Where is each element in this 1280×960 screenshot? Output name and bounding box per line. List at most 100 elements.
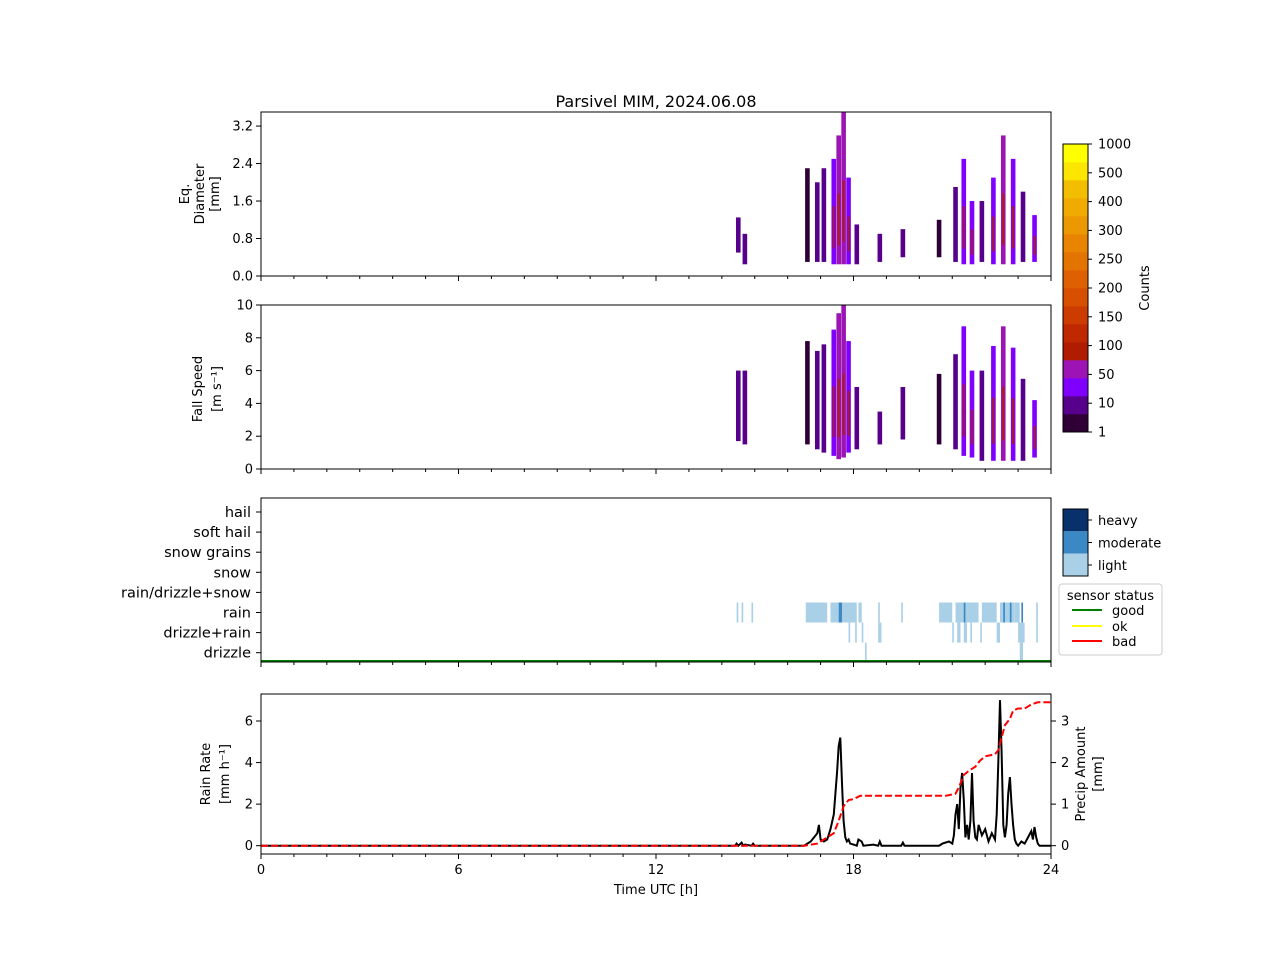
legend-box <box>1058 583 1163 656</box>
colorbar-block <box>1063 396 1088 415</box>
type-segment <box>878 602 880 623</box>
intensity-moderate-block <box>1063 531 1088 554</box>
heatmap-core <box>962 384 965 437</box>
chart-title: Parsivel MIM, 2024.06.08 <box>555 92 756 111</box>
rain-rate-line <box>261 700 1051 848</box>
colorbar-block <box>1063 234 1088 253</box>
colorbar-block <box>1063 288 1088 307</box>
intensity-heavy-block <box>1063 509 1088 532</box>
type-segment <box>1036 622 1038 643</box>
legend-bad-label: bad <box>1112 635 1136 650</box>
heatmap-column <box>814 182 820 262</box>
heatmap-column <box>735 370 741 442</box>
y2-tick-label: 3 <box>1061 715 1069 730</box>
heatmap-core <box>1002 386 1005 441</box>
heatmap-column <box>1020 191 1026 262</box>
y2-tick-label: 0 <box>1061 839 1069 854</box>
colorbar-tick-label: 10 <box>1098 397 1115 412</box>
colorbar-block <box>1063 360 1088 379</box>
sensor-status-legend: sensor status good ok bad <box>1058 583 1163 656</box>
heatmap-core <box>842 180 845 242</box>
intensity-light-label: light <box>1098 559 1127 574</box>
diameter-axes-frame <box>260 111 1052 277</box>
y2-tick-label: 1 <box>1061 798 1069 813</box>
diameter-ylabel-3: [mm] <box>208 176 223 211</box>
fallspeed-x-ticks <box>260 469 1052 474</box>
heatmap-column <box>936 373 942 445</box>
heatmap-core <box>842 373 845 435</box>
colorbar-block <box>1063 414 1088 433</box>
colorbar-block <box>1063 342 1088 361</box>
type-segment <box>963 602 966 623</box>
precip-type-x-ticks <box>260 662 1052 667</box>
heatmap-column <box>936 219 942 258</box>
heatmap-column <box>953 354 958 450</box>
y-tick-label: 0.8 <box>232 232 253 247</box>
heatmap-core <box>832 206 835 249</box>
type-segment <box>736 602 739 623</box>
category-label: soft hail <box>193 525 251 541</box>
intensity-heavy-label: heavy <box>1098 514 1138 529</box>
colorbar-tick-label: 200 <box>1098 282 1123 297</box>
diameter-ylabel-1: Eq. <box>178 184 193 205</box>
heatmap-column <box>979 201 985 262</box>
precip-amount-line <box>261 701 1051 847</box>
type-segment <box>805 602 828 623</box>
heatmap-core <box>837 378 840 438</box>
heatmap-core <box>832 386 835 437</box>
colorbar-block <box>1063 216 1088 235</box>
heatmap-core <box>1033 236 1036 255</box>
colorbar-block <box>1063 270 1088 289</box>
category-label: drizzle+rain <box>163 626 251 642</box>
type-segment <box>855 622 857 643</box>
type-segment <box>980 622 982 643</box>
heatmap-column <box>1020 378 1026 461</box>
fallspeed-ylabel-1: Fall Speed <box>191 356 206 422</box>
heatmap-column <box>742 233 748 265</box>
category-label: rain/drizzle+snow <box>121 585 251 601</box>
counts-colorbar-label: Counts <box>1138 265 1153 311</box>
precip-amount-y-ticks: 0 1 2 3 <box>1051 715 1069 854</box>
counts-colorbar-blocks <box>1063 144 1088 433</box>
type-segment <box>970 622 972 643</box>
heatmap-column <box>979 370 985 461</box>
type-segment <box>901 602 903 623</box>
type-segment <box>841 602 857 623</box>
colorbar-tick-label: 300 <box>1098 224 1123 239</box>
y-tick-label: 2 <box>245 798 253 813</box>
category-label: drizzle <box>204 646 251 662</box>
colorbar-tick-label: 250 <box>1098 253 1123 268</box>
fallspeed-ylabel-2: [m s⁻¹] <box>210 366 225 412</box>
colorbar-block <box>1063 162 1088 181</box>
heatmap-column <box>821 168 827 262</box>
x-tick-label: 6 <box>454 863 462 878</box>
colorbar-tick-label: 400 <box>1098 195 1123 210</box>
precip-type-y-ticks: hail soft hail snow grains snow rain/drizzle… <box>121 505 261 662</box>
heatmap-column <box>900 387 906 440</box>
heatmap-core <box>847 391 850 436</box>
counts-colorbar: 1 10 50 100 150 200 250 300 400 500 1000 Counts <box>1062 138 1153 441</box>
type-segment <box>1003 602 1005 623</box>
colorbar-block <box>1063 378 1088 397</box>
heatmap-column <box>821 344 827 453</box>
x-tick-label: 12 <box>648 863 665 878</box>
heatmap-core <box>837 193 840 245</box>
y-tick-label: 6 <box>245 364 253 379</box>
y-tick-label: 4 <box>245 397 253 412</box>
type-segment <box>999 602 1015 623</box>
x-tick-label: 18 <box>845 863 862 878</box>
y-tick-label: 0 <box>245 839 253 854</box>
intensity-light-block <box>1063 553 1088 576</box>
precip-type-panel: hail soft hail snow grains snow rain/drizzle… <box>121 497 1052 667</box>
y-tick-label: 1.6 <box>232 195 253 210</box>
colorbar-tick-label: 1 <box>1098 426 1106 441</box>
type-segment <box>878 622 882 643</box>
category-label: hail <box>225 505 251 521</box>
type-segment <box>865 642 867 663</box>
y-tick-label: 10 <box>236 299 253 314</box>
intensity-colorbar: heavy moderate light <box>1062 508 1161 577</box>
diameter-y-ticks: 0.0 0.8 1.6 2.4 3.2 <box>232 120 261 285</box>
legend-title: sensor status <box>1067 589 1154 604</box>
